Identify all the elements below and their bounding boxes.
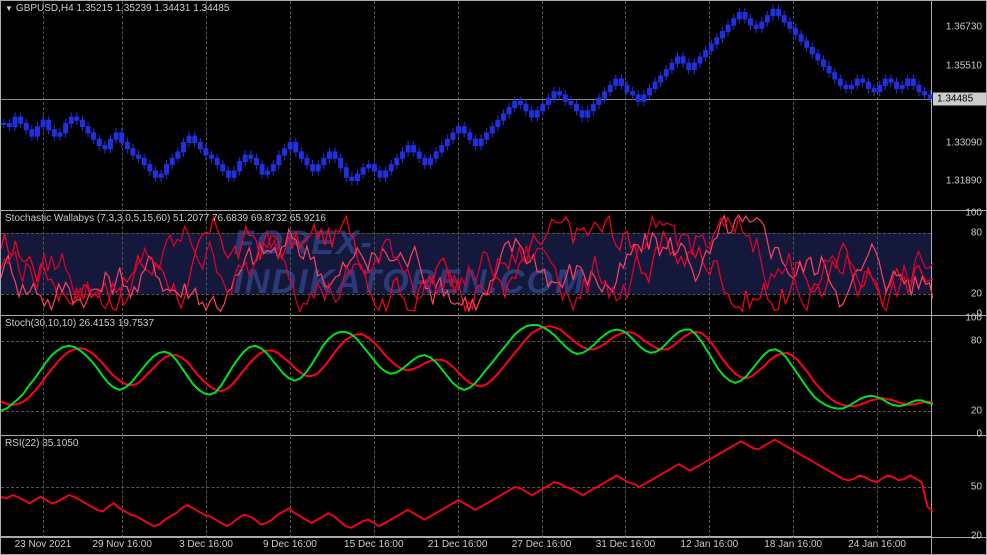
x-axis-label: 24 Jan 16:00 — [848, 539, 906, 550]
x-axis-label: 9 Dec 16:00 — [263, 539, 317, 550]
x-axis: 23 Nov 2021 29 Nov 16:00 3 Dec 16:00 9 Dec … — [1, 536, 931, 554]
panel-title-text: Stoch(30,10,10) 26.4153 19.7537 — [5, 318, 154, 329]
panel-plot-area[interactable]: 1.34485 — [1, 1, 931, 210]
x-axis-label: 21 Dec 16:00 — [428, 539, 488, 550]
y-axis-label: 20 — [971, 405, 982, 416]
panel-plot-area[interactable] — [1, 316, 931, 435]
panel-title: ▼GBPUSD,H4 1.35215 1.35239 1.34431 1.344… — [5, 3, 229, 14]
chart-svg — [1, 211, 933, 316]
y-axis-label: 100 — [965, 208, 982, 219]
panel-plot-area[interactable]: FOREX-INDIKATOREN.COM — [1, 211, 931, 315]
x-axis-label: 29 Nov 16:00 — [92, 539, 152, 550]
x-axis-label: 18 Jan 16:00 — [764, 539, 822, 550]
panel-stoch: Stoch(30,10,10) 26.4153 19.7537 — [1, 316, 986, 436]
y-axis-label: 20 — [971, 288, 982, 299]
y-axis-label: 1.36730 — [946, 22, 982, 33]
chart-svg — [1, 316, 933, 436]
x-axis-label: 15 Dec 16:00 — [344, 539, 404, 550]
x-axis-label: 27 Dec 16:00 — [512, 539, 572, 550]
panel-title-text: Stochastic Wallabys (7,3,3,0,5,15,60) 51… — [5, 213, 326, 224]
panel-price: 1.34485▼GBPUSD,H4 1.35215 1.35239 1.3443… — [1, 1, 986, 211]
y-axis-label: 1.33090 — [946, 137, 982, 148]
panel-stoch_wallaby: FOREX-INDIKATOREN.COMStochastic Wallabys… — [1, 211, 986, 316]
panel-plot-area[interactable] — [1, 436, 931, 537]
collapse-icon[interactable]: ▼ — [5, 4, 13, 13]
x-axis-label: 31 Dec 16:00 — [596, 539, 656, 550]
panel-title: Stochastic Wallabys (7,3,3,0,5,15,60) 51… — [5, 213, 326, 224]
y-axis-label: 50 — [971, 482, 982, 493]
y-axis-label: 100 — [965, 313, 982, 324]
chart-svg — [1, 1, 933, 211]
y-axis-label: 20 — [971, 531, 982, 542]
y-axis-label: 80 — [971, 336, 982, 347]
panel-title-text: GBPUSD,H4 1.35215 1.35239 1.34431 1.3448… — [16, 3, 230, 14]
panel-rsi: RSI(22) 35.1050 — [1, 436, 986, 538]
y-axis-label: 1.31890 — [946, 175, 982, 186]
y-axis-label: 0 — [976, 429, 982, 440]
y-axis-label: 80 — [971, 228, 982, 239]
x-axis-label: 23 Nov 2021 — [15, 539, 72, 550]
x-axis-label: 3 Dec 16:00 — [179, 539, 233, 550]
chart-svg — [1, 436, 933, 538]
y-axis-strip — [931, 1, 986, 554]
panel-title: Stoch(30,10,10) 26.4153 19.7537 — [5, 318, 154, 329]
panel-title: RSI(22) 35.1050 — [5, 438, 78, 449]
y-axis-label: 1.35510 — [946, 61, 982, 72]
panel-title-text: RSI(22) 35.1050 — [5, 438, 78, 449]
x-axis-label: 12 Jan 16:00 — [680, 539, 738, 550]
trading-chart[interactable]: 1.34485▼GBPUSD,H4 1.35215 1.35239 1.3443… — [0, 0, 987, 555]
